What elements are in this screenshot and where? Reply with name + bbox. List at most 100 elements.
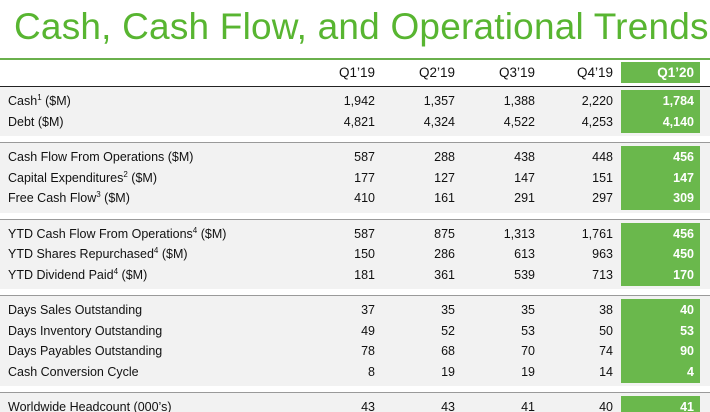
row-label: YTD Cash Flow From Operations4 ($M) [8,225,227,241]
table-row: Free Cash Flow3 ($M) 410 161 291 297 309 [0,188,710,209]
value-cell: 49 [361,323,375,338]
table-group: Days Sales Outstanding 37 35 35 38 40 Days Inv… [0,295,710,386]
footnote-marker: 4 [153,245,159,255]
value-cell: 1,942 [343,94,375,108]
value-cell: 4,821 [343,114,375,129]
value-cell: 286 [434,247,455,261]
table-row: Cash1 ($M) 1,942 1,357 1,388 2,220 1,784 [0,91,710,112]
value-cell: 613 [514,247,535,261]
table-row: YTD Cash Flow From Operations4 ($M) 587 87… [0,224,710,245]
value-cell: 50 [599,323,613,338]
table-row: Days Sales Outstanding 37 35 35 38 40 [0,300,710,321]
value-cell: 448 [592,150,613,164]
highlight-value-cell: 456 [673,226,694,241]
highlight-column-cell [621,90,700,133]
value-cell: 19 [441,364,455,379]
value-cell: 875 [434,226,455,241]
value-cell: 288 [434,150,455,164]
highlight-value-cell: 4 [687,364,694,379]
value-cell: 150 [354,247,375,261]
table-row: Capital Expenditures2 ($M) 177 127 147 151 14… [0,168,710,189]
value-cell: 19 [521,364,535,379]
column-header-q2-19: Q2’19 [418,65,455,80]
highlight-value-cell: 1,784 [662,94,694,108]
table-row: Days Inventory Outstanding 49 52 53 50 53 [0,321,710,342]
row-label: Worldwide Headcount (000’s) [8,400,172,412]
value-cell: 4,324 [423,114,455,129]
highlight-column-header [621,62,700,83]
highlight-value-cell: 41 [680,400,694,412]
row-label: Free Cash Flow3 ($M) [8,189,130,205]
row-label: Cash Conversion Cycle [8,364,139,379]
cash-flow-table: Q1’19 Q2’19 Q3’19 Q4’19 Q1’20 Cash1 ($M)… [0,60,710,412]
highlight-column-cell [621,299,700,383]
value-cell: 410 [354,191,375,205]
value-cell: 1,388 [503,94,535,108]
highlight-value-cell: 170 [673,267,694,282]
table-row: YTD Shares Repurchased4 ($M) 150 286 613 963… [0,244,710,265]
value-cell: 2,220 [581,94,613,108]
highlight-value-cell: 90 [680,344,694,358]
value-cell: 181 [354,267,375,282]
highlight-value-cell: 309 [673,191,694,205]
footnote-marker: 3 [96,189,101,199]
value-cell: 1,761 [581,226,613,241]
table-row: Days Payables Outstanding 78 68 70 74 90 [0,341,710,362]
value-cell: 43 [361,400,375,412]
title-divider [0,58,710,60]
column-header-q1-20: Q1’20 [657,65,694,80]
value-cell: 587 [354,150,375,164]
value-cell: 74 [599,344,613,358]
value-cell: 297 [592,191,613,205]
row-label: YTD Dividend Paid4 ($M) [8,266,148,282]
value-cell: 78 [361,344,375,358]
row-label: Cash Flow From Operations ($M) [8,150,194,164]
highlight-value-cell: 147 [673,170,694,185]
value-cell: 43 [441,400,455,412]
value-cell: 291 [514,191,535,205]
highlight-value-cell: 40 [680,303,694,317]
column-header-q3-19: Q3’19 [498,65,535,80]
value-cell: 14 [599,364,613,379]
table-row: Cash Flow From Operations ($M) 587 288 438 4… [0,147,710,168]
highlight-value-cell: 53 [680,323,694,338]
highlight-column-cell [621,146,700,210]
row-label: Days Sales Outstanding [8,303,143,317]
value-cell: 1,357 [423,94,455,108]
footnote-marker: 1 [37,92,42,102]
value-cell: 4,522 [503,114,535,129]
footnote-marker: 2 [123,169,128,179]
column-header-q1-19: Q1’19 [338,65,375,80]
table-row: Cash Conversion Cycle 8 19 19 14 4 [0,362,710,383]
value-cell: 438 [514,150,535,164]
row-label: Cash1 ($M) [8,92,71,108]
table-row: Debt ($M) 4,821 4,324 4,522 4,253 4,140 [0,112,710,133]
value-cell: 1,313 [503,226,535,241]
footnote-marker: 4 [192,225,198,235]
footnote-marker: 4 [113,266,119,276]
value-cell: 35 [441,303,455,317]
row-label: Debt ($M) [8,114,64,129]
value-cell: 53 [521,323,535,338]
value-cell: 147 [514,170,535,185]
row-label: YTD Shares Repurchased4 ($M) [8,245,188,261]
row-label: Days Payables Outstanding [8,344,163,358]
value-cell: 587 [354,226,375,241]
page-title: Cash, Cash Flow, and Operational Trends [14,6,709,47]
highlight-value-cell: 456 [673,150,694,164]
value-cell: 539 [514,267,535,282]
value-cell: 37 [361,303,375,317]
table-group: YTD Cash Flow From Operations4 ($M) 587 87… [0,218,710,289]
table-row: Worldwide Headcount (000’s) 43 43 41 40 41 [0,397,710,412]
table-row: YTD Dividend Paid4 ($M) 181 361 539 713 170 [0,265,710,286]
table-group: Worldwide Headcount (000’s) 43 43 41 40 41 [0,392,710,412]
column-header-q4-19: Q4’19 [576,65,613,80]
value-cell: 963 [592,247,613,261]
table-group: Cash Flow From Operations ($M) 587 288 438 4… [0,142,710,213]
value-cell: 52 [441,323,455,338]
table-header: Q1’19 Q2’19 Q3’19 Q4’19 Q1’20 [0,60,710,86]
highlight-value-cell: 4,140 [662,114,694,129]
value-cell: 177 [354,170,375,185]
value-cell: 8 [368,364,375,379]
value-cell: 35 [521,303,535,317]
